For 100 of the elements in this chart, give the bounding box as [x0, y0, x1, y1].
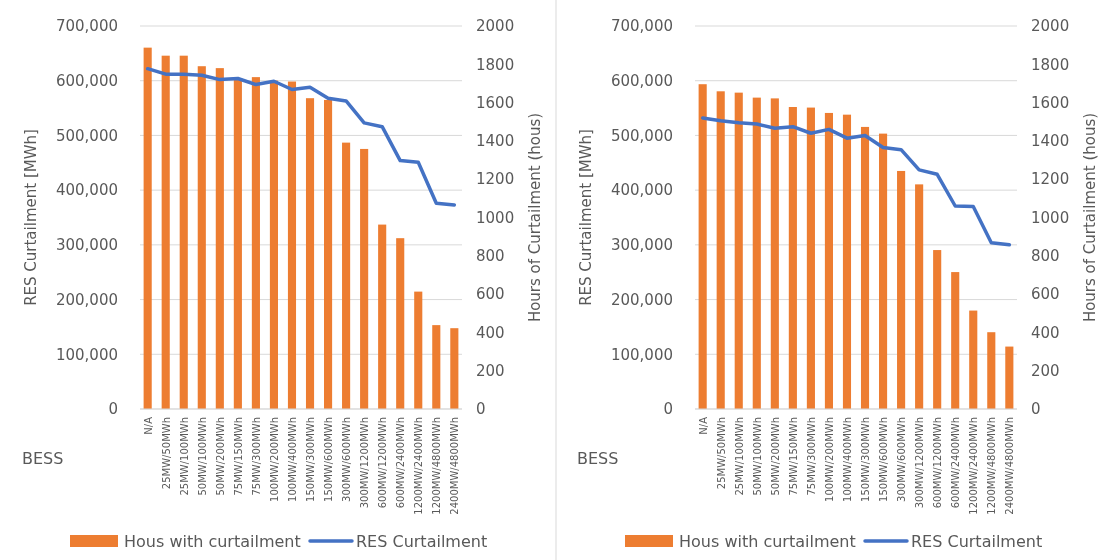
bar: [951, 272, 960, 409]
y-axis-title: RES Curtailment [MWh]: [22, 129, 40, 306]
y-tick-label: 400,000: [610, 181, 673, 200]
bar: [305, 98, 315, 409]
x-tick-label: 300MW/600MWh: [341, 417, 353, 502]
x-tick-label: 50MW/200MWh: [769, 417, 781, 496]
bar: [161, 55, 170, 409]
y-tick-label: 700,000: [610, 17, 673, 36]
x-tick-label: 600MW/2400MWh: [950, 417, 962, 509]
bar: [734, 92, 743, 409]
x-tick-label: 100MW/200MWh: [823, 417, 835, 502]
x-tick-label: 600MW/2400MWh: [395, 417, 407, 509]
x-tick-label: 25MW/100MWh: [178, 417, 190, 496]
y-tick-label: 600,000: [610, 71, 673, 90]
x-tick-label: 75MW/150MWh: [232, 417, 244, 496]
y2-tick-label: 1800: [476, 55, 515, 74]
bar: [414, 291, 423, 409]
x-tick-label: 1200MW/4800MWh: [986, 417, 998, 515]
x-tick-label: 1200MW/4800MWh: [431, 417, 443, 515]
x-tick-label: N/A: [142, 416, 154, 435]
y2-tick-label: 800: [476, 247, 505, 266]
bar: [197, 66, 206, 409]
bar: [215, 68, 224, 409]
y-tick-label: 300,000: [55, 236, 118, 255]
x-tick-label: 100MW/400MWh: [841, 417, 853, 502]
y2-tick-label: 1200: [1031, 170, 1070, 189]
bar: [143, 47, 152, 409]
x-tick-label: 25MW/50MWh: [160, 417, 172, 490]
legend-label: Hous with curtailment: [679, 531, 856, 551]
bar: [432, 325, 441, 409]
line-series: [145, 66, 457, 207]
y-tick-label: 300,000: [610, 236, 673, 255]
legend-label: Hous with curtailment: [124, 531, 301, 551]
bar: [287, 81, 297, 409]
x-tick-label: 25MW/100MWh: [733, 417, 745, 496]
y2-axis-title: Hours of Curtailment (hous): [526, 112, 544, 323]
bar: [806, 107, 815, 409]
y-tick-label: 200,000: [55, 290, 118, 309]
bar: [752, 97, 761, 409]
y2-tick-label: 200: [476, 361, 505, 380]
x-tick-label: 75MW/150MWh: [787, 417, 799, 496]
bar: [933, 250, 942, 409]
y2-tick-label: 1600: [476, 93, 515, 112]
y2-tick-label: 600: [1031, 285, 1060, 304]
y2-tick-label: 1400: [1031, 132, 1070, 151]
x-tick-label: 600MW/1200MWh: [377, 417, 389, 509]
x-tick-label: 100MW/400MWh: [286, 417, 298, 502]
y2-tick-label: 400: [476, 323, 505, 342]
bar: [251, 77, 260, 409]
y-tick-label: 400,000: [55, 181, 118, 200]
y2-tick-label: 1000: [1031, 208, 1070, 227]
bar: [842, 114, 852, 409]
x-tick-label: 150MW/300MWh: [305, 417, 317, 502]
bar: [860, 126, 870, 409]
y-tick-label: 100,000: [610, 345, 673, 364]
x-tick-label: 75MW/300MWh: [250, 417, 262, 496]
bar: [698, 84, 707, 409]
legend-label: RES Curtailment: [911, 531, 1043, 551]
x-tick-label: 50MW/200MWh: [214, 417, 226, 496]
y-tick-label: 100,000: [55, 345, 118, 364]
x-tick-label: 1200MW/2400MWh: [968, 417, 980, 515]
x-tick-label: 50MW/100MWh: [751, 417, 763, 496]
x-tick-label: 75MW/300MWh: [805, 417, 817, 496]
y2-tick-label: 200: [1031, 361, 1060, 380]
y2-tick-label: 1000: [476, 208, 515, 227]
x-axis-title: BESS: [577, 449, 619, 468]
y-tick-label: 0: [108, 400, 118, 419]
bar: [897, 170, 906, 409]
y2-axis-title: Hours of Curtailment (hous): [1081, 112, 1099, 323]
y2-tick-label: 1400: [476, 132, 515, 151]
bar: [378, 224, 387, 409]
x-tick-label: 2400MW/4800MWh: [449, 417, 461, 515]
y-tick-label: 200,000: [610, 290, 673, 309]
y2-tick-label: 1800: [1031, 55, 1070, 74]
bar: [915, 184, 924, 409]
bar: [450, 328, 459, 409]
x-tick-label: 100MW/200MWh: [268, 417, 280, 502]
x-tick-label: 150MW/600MWh: [323, 417, 335, 502]
bar: [824, 112, 833, 409]
y2-tick-label: 400: [1031, 323, 1060, 342]
x-tick-label: 2400MW/4800MWh: [1004, 417, 1016, 515]
y2-tick-label: 0: [476, 400, 486, 419]
bar: [969, 310, 978, 409]
bar: [360, 148, 369, 409]
y2-tick-label: 2000: [476, 17, 515, 36]
y-tick-label: 0: [663, 400, 673, 419]
y2-tick-label: 2000: [1031, 17, 1070, 36]
y2-tick-label: 1600: [1031, 93, 1070, 112]
x-tick-label: 1200MW/2400MWh: [413, 417, 425, 515]
y2-tick-label: 1200: [476, 170, 515, 189]
bar: [879, 133, 888, 409]
bar: [716, 91, 725, 409]
x-tick-label: 300MW/1200MWh: [914, 417, 926, 509]
bar: [987, 332, 996, 409]
line-series: [700, 116, 1012, 247]
x-tick-label: 600MW/1200MWh: [932, 417, 944, 509]
x-tick-label: 300MW/1200MWh: [359, 417, 371, 509]
y-tick-label: 500,000: [55, 126, 118, 145]
x-tick-label: 300MW/600MWh: [896, 417, 908, 502]
x-axis-title: BESS: [22, 449, 64, 468]
